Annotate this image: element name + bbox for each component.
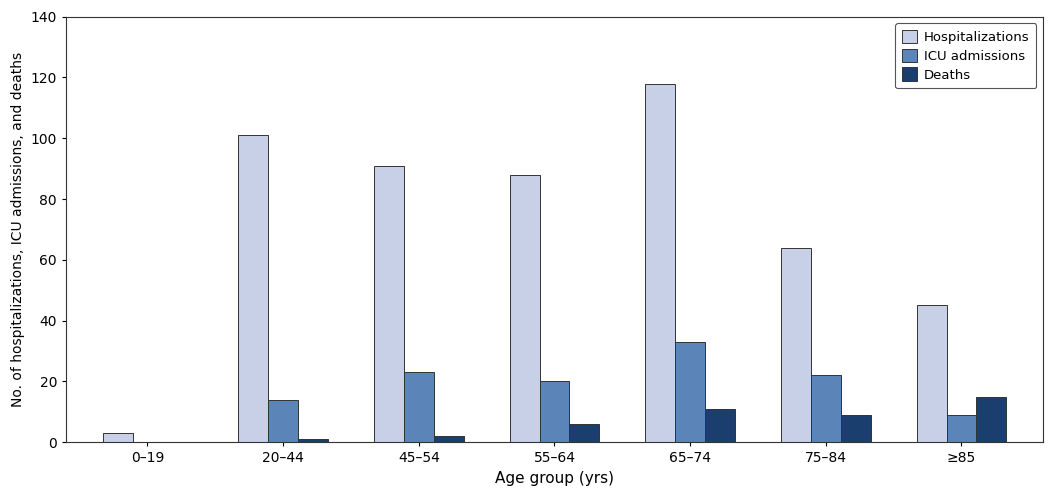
Bar [569,424,600,442]
Bar [705,409,735,442]
Bar [510,175,540,442]
Bar [404,372,434,442]
Bar [238,135,268,442]
Bar [374,166,404,442]
Bar [102,433,133,442]
Bar [946,415,976,442]
Bar [841,415,871,442]
Bar [434,436,464,442]
Legend: Hospitalizations, ICU admissions, Deaths: Hospitalizations, ICU admissions, Deaths [895,23,1036,88]
Bar [676,342,705,442]
Bar [781,248,811,442]
Y-axis label: No. of hospitalizations, ICU admissions, and deaths: No. of hospitalizations, ICU admissions,… [12,52,25,407]
Bar [917,306,946,442]
X-axis label: Age group (yrs): Age group (yrs) [495,471,614,486]
Bar [976,397,1007,442]
Bar [268,400,298,442]
Bar [540,382,569,442]
Bar [645,83,676,442]
Bar [811,375,841,442]
Bar [298,439,328,442]
